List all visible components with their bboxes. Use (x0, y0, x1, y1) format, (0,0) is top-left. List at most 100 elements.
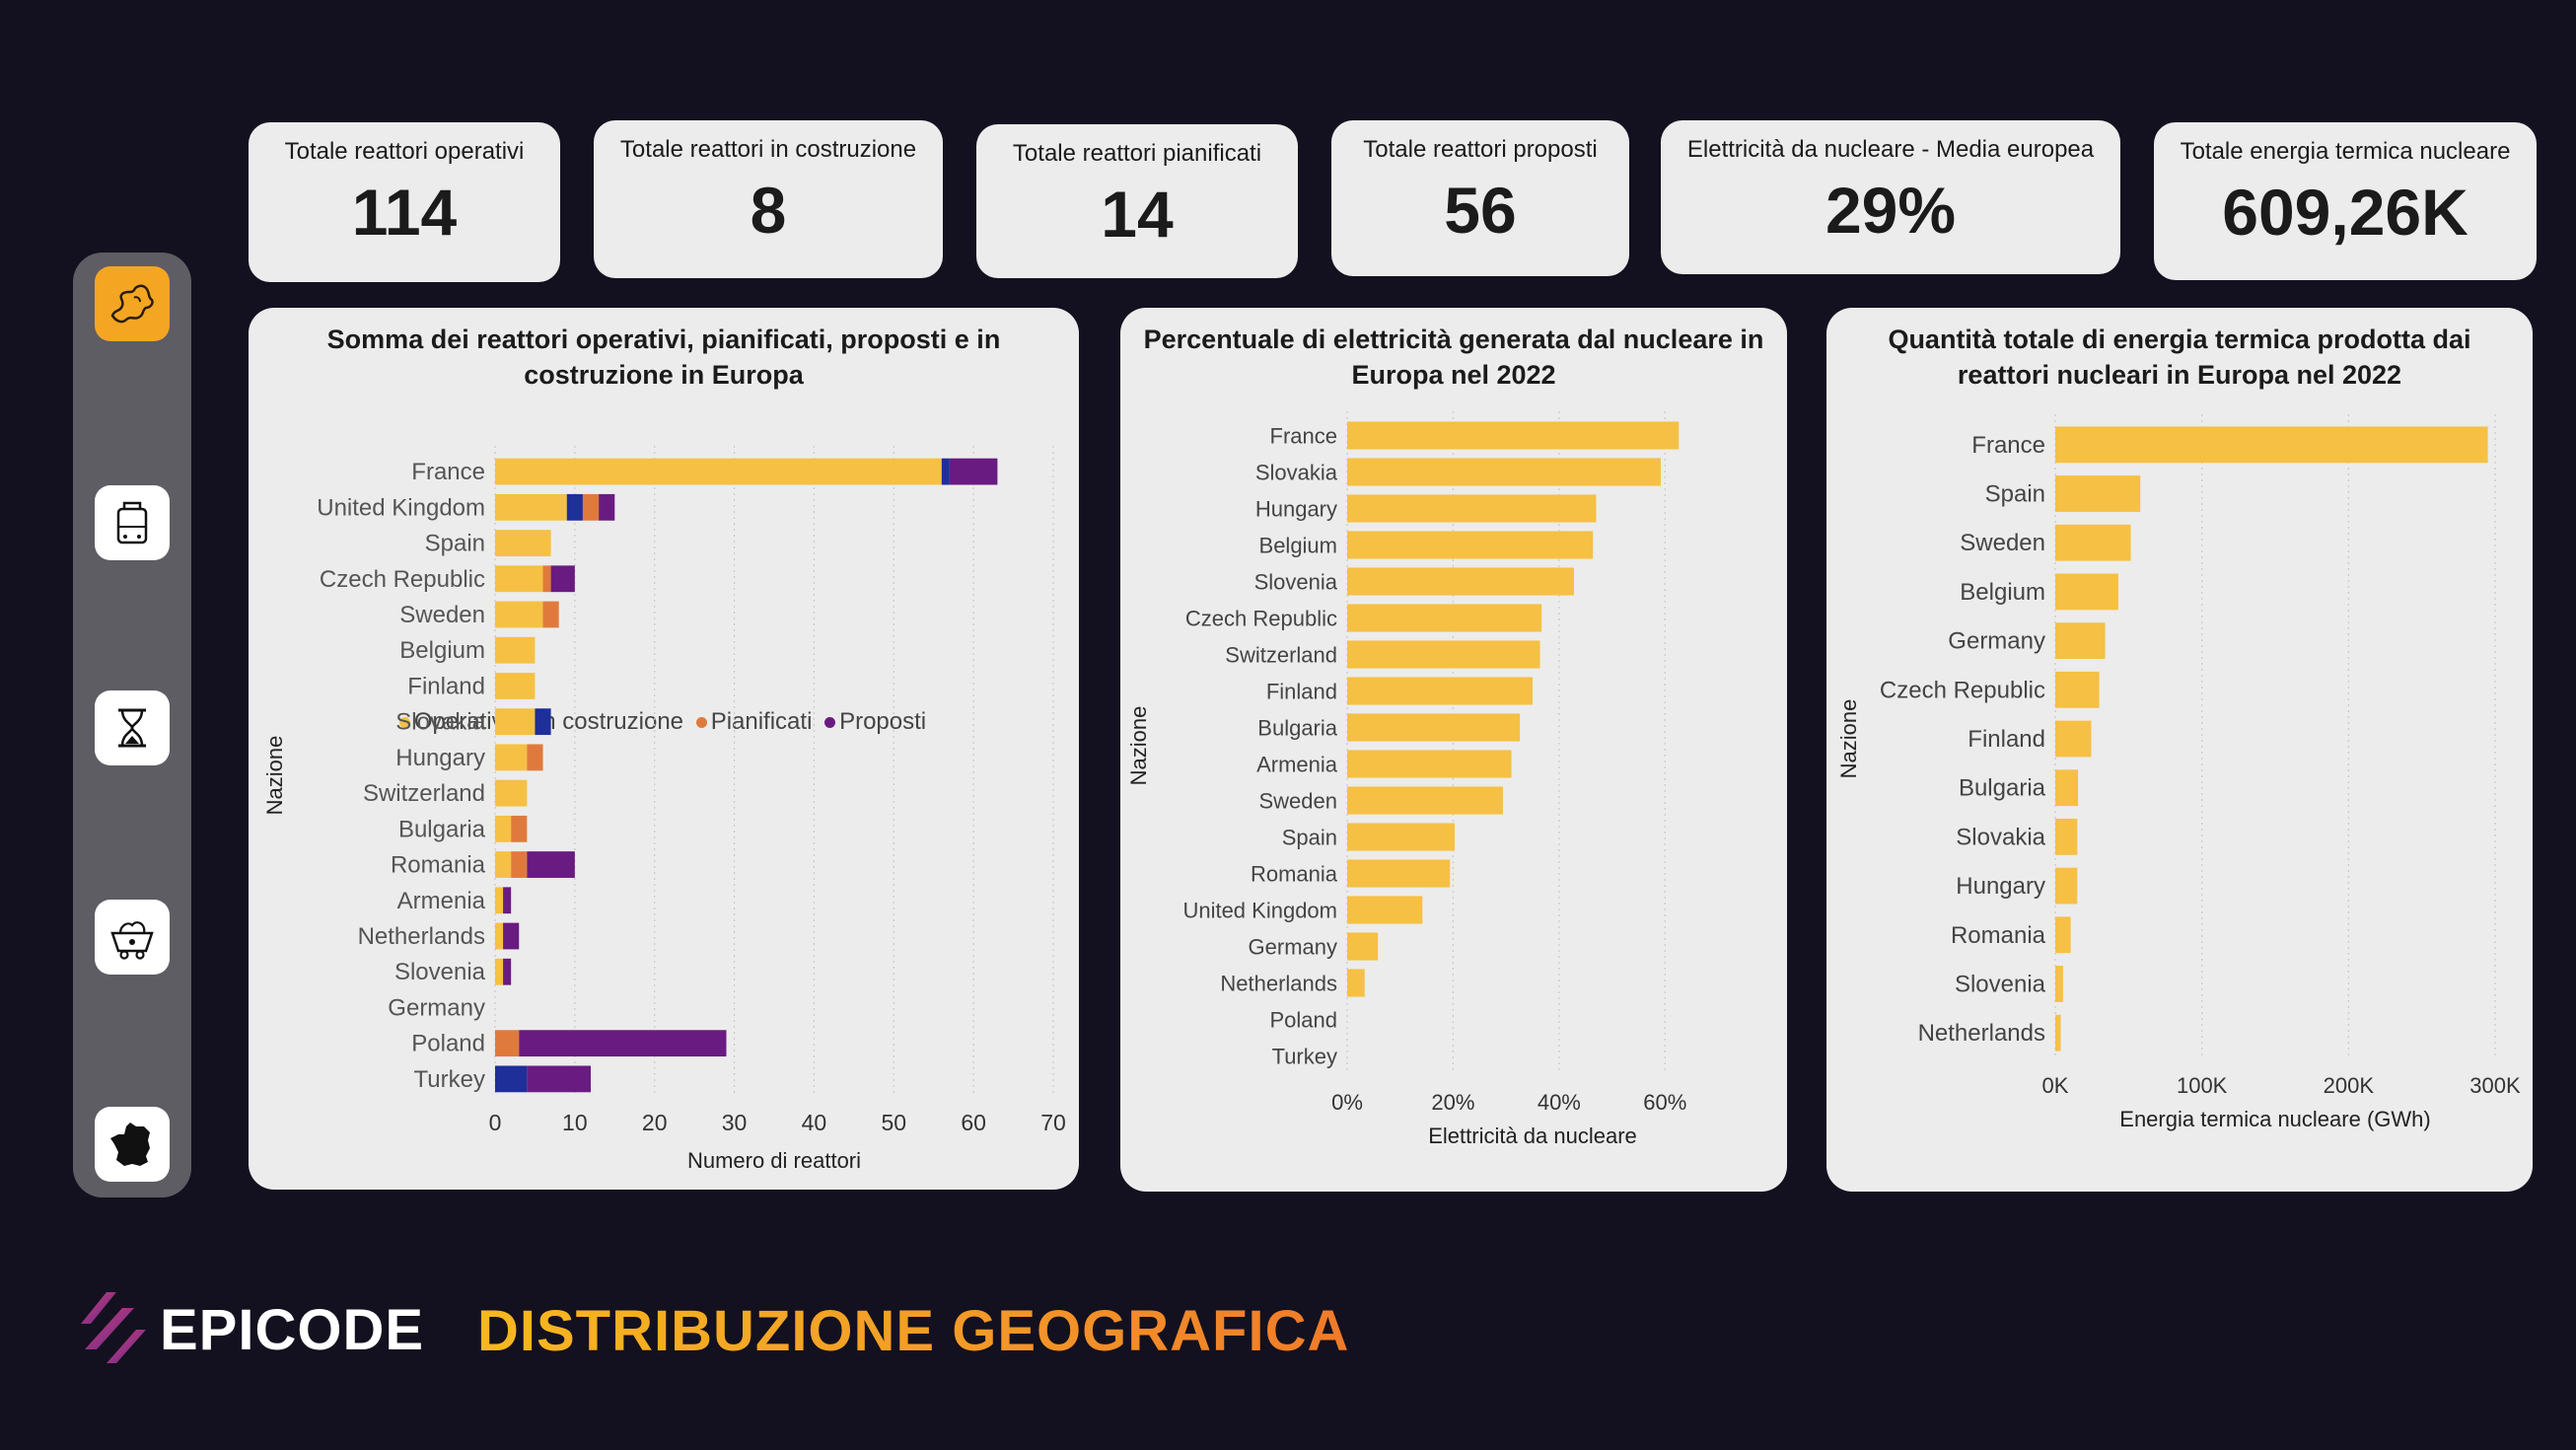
reactor-icon (116, 501, 148, 544)
y-category-label: Sweden (399, 602, 485, 628)
kpi-value: 56 (1444, 174, 1517, 247)
y-category-label: Slovakia (1255, 461, 1338, 485)
y-category-label: Slovakia (395, 709, 485, 736)
bar (2055, 671, 2100, 708)
y-category-label: Finland (1968, 726, 2045, 753)
kpi-label: Totale reattori in costruzione (619, 136, 917, 163)
chart-panel-energia-termica: Quantità totale di energia termica prodo… (1826, 308, 2533, 1192)
bar (2055, 573, 2118, 611)
y-category-label: Romania (1951, 922, 2046, 949)
y-category-label: Belgium (1259, 534, 1337, 558)
x-tick-label: 0K (2042, 1073, 2069, 1098)
bar (1347, 494, 1597, 523)
x-tick-label: 20% (1431, 1090, 1474, 1115)
y-category-label: Spain (425, 531, 485, 557)
y-category-label: Armenia (1256, 753, 1338, 777)
kpi-value: 114 (351, 176, 458, 249)
y-category-label: Bulgaria (1257, 716, 1337, 741)
bar (1347, 786, 1503, 815)
y-category-label: Spain (1282, 826, 1337, 850)
x-tick-label: 10 (562, 1110, 588, 1135)
bar-segment (941, 458, 950, 485)
bar (1347, 859, 1451, 888)
x-tick-label: 200K (2324, 1073, 2375, 1098)
bar-segment (495, 887, 504, 914)
bar-segment (495, 636, 536, 664)
nav-europe-button[interactable] (95, 266, 170, 341)
bar (1347, 421, 1680, 450)
hourglass-icon (118, 708, 146, 748)
nav-hourglass-button[interactable] (95, 690, 170, 765)
legend-dot (695, 717, 707, 729)
bar-segment (495, 708, 536, 736)
y-category-label: Slovenia (1254, 570, 1338, 595)
x-tick-label: 60% (1643, 1090, 1686, 1115)
legend-label: Proposti (839, 708, 927, 735)
x-tick-label: 40% (1538, 1090, 1581, 1115)
nav-france-button[interactable] (95, 1107, 170, 1182)
bar (1347, 567, 1574, 596)
y-category-label: Romania (391, 852, 486, 879)
y-category-label: Germany (388, 994, 485, 1021)
bar-segment (495, 851, 512, 878)
y-category-label: United Kingdom (1182, 899, 1337, 923)
legend-item-proposti: Proposti (824, 708, 926, 736)
y-category-label: Hungary (395, 745, 485, 771)
bar (2055, 1014, 2061, 1051)
page-title: DISTRIBUZIONE GEOGRAFICA (477, 1299, 1350, 1363)
chart-title: Percentuale di elettricità generata dal … (1143, 325, 1764, 390)
bar (2055, 769, 2079, 807)
x-axis-title: Numero di reattori (687, 1148, 861, 1173)
kpi-card-operativi: Totale reattori operativi 114 (249, 122, 560, 282)
legend-label: In costruzione (536, 708, 684, 735)
y-category-label: United Kingdom (317, 494, 485, 521)
bar-segment (495, 493, 567, 521)
bar-segment (495, 815, 512, 842)
bar (1347, 969, 1365, 997)
kpi-value: 14 (1101, 178, 1174, 251)
bar (1347, 604, 1542, 632)
bar-segment (527, 1065, 592, 1093)
bar-segment (495, 1030, 520, 1057)
bar-segment (535, 708, 551, 736)
bar-segment (495, 673, 536, 699)
y-category-label: Netherlands (358, 923, 485, 950)
bar (2055, 720, 2092, 758)
bar (1347, 896, 1423, 924)
y-axis-title: Nazione (1836, 699, 1861, 779)
x-tick-label: 20 (642, 1110, 668, 1135)
bar-segment (503, 887, 512, 914)
y-category-label: Slovakia (1956, 824, 2045, 850)
bar-segment (495, 922, 504, 950)
x-tick-label: 70 (1040, 1110, 1066, 1135)
bar-segment (949, 458, 998, 485)
bar (1347, 823, 1456, 851)
brand-name: EPICODE (160, 1297, 425, 1362)
y-category-label: Sweden (1258, 789, 1337, 814)
y-category-label: Poland (411, 1031, 485, 1057)
y-category-label: Belgium (1960, 579, 2045, 606)
kpi-card-media-europea: Elettricità da nucleare - Media europea … (1661, 120, 2120, 274)
y-category-label: Finland (407, 673, 485, 699)
kpi-label: Totale reattori pianificati (1012, 140, 1262, 167)
nav-reactor-button[interactable] (95, 485, 170, 560)
bar (2055, 622, 2106, 660)
y-category-label: Czech Republic (1880, 677, 2045, 703)
kpi-value: 29% (1825, 174, 1957, 247)
legend-label: Operativi (413, 708, 509, 735)
bar (2055, 916, 2071, 954)
bar (1347, 750, 1512, 778)
bar-segment (495, 458, 942, 485)
bar (2055, 867, 2078, 905)
y-category-label: Hungary (1255, 497, 1337, 522)
y-category-label: Slovenia (394, 959, 486, 985)
bar-segment (495, 601, 543, 628)
bar-chart-energia-termica: 0K 100K 200K 300K France Spain Sweden Belgium Ge… (1836, 414, 2521, 1131)
bar (2055, 426, 2488, 464)
bar (1347, 640, 1540, 669)
nav-mine-cart-button[interactable] (95, 900, 170, 975)
bar-chart-elettricita: 0% 20% 40% 60% France Slovakia Hungary Belgium S… (1126, 411, 1686, 1148)
y-category-label: France (1270, 424, 1337, 449)
x-tick-label: 0 (489, 1110, 502, 1135)
bar-segment (495, 744, 528, 771)
